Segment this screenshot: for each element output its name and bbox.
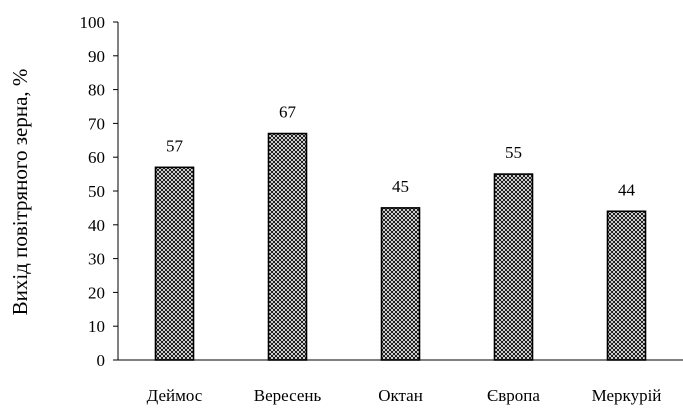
category-label: Октан <box>378 386 423 405</box>
data-label: 44 <box>618 180 636 199</box>
y-tick-label: 0 <box>97 351 106 370</box>
category-label: Європа <box>487 386 540 405</box>
category-labels: Деймос Вересень Октан Європа Меркурій <box>147 386 662 405</box>
y-axis-title: Вихід повітряного зерна, % <box>8 69 32 316</box>
y-tick-label: 50 <box>88 182 105 201</box>
y-tick-label: 60 <box>88 148 105 167</box>
y-tick-label: 10 <box>88 317 105 336</box>
data-label: 45 <box>392 177 409 196</box>
category-label: Вересень <box>254 386 322 405</box>
bar <box>606 210 647 361</box>
data-label: 55 <box>505 143 522 162</box>
y-tick-label: 80 <box>88 81 105 100</box>
y-tick-label: 90 <box>88 47 105 66</box>
value-labels: 57 67 45 55 44 <box>166 103 636 200</box>
data-label: 57 <box>166 136 184 155</box>
bar <box>380 207 421 361</box>
y-axis-ticks: 0 10 20 30 40 50 60 70 80 90 100 <box>80 13 118 370</box>
y-tick-label: 40 <box>88 216 105 235</box>
bars <box>154 132 647 361</box>
y-tick-label: 70 <box>88 114 105 133</box>
category-label: Деймос <box>147 386 203 405</box>
data-label: 67 <box>279 103 297 122</box>
y-tick-label: 30 <box>88 250 105 269</box>
bar <box>493 173 534 361</box>
y-tick-label: 20 <box>88 283 105 302</box>
bar <box>267 132 308 361</box>
bar <box>154 166 195 361</box>
category-label: Меркурій <box>592 386 662 405</box>
y-tick-label: 100 <box>80 13 106 32</box>
